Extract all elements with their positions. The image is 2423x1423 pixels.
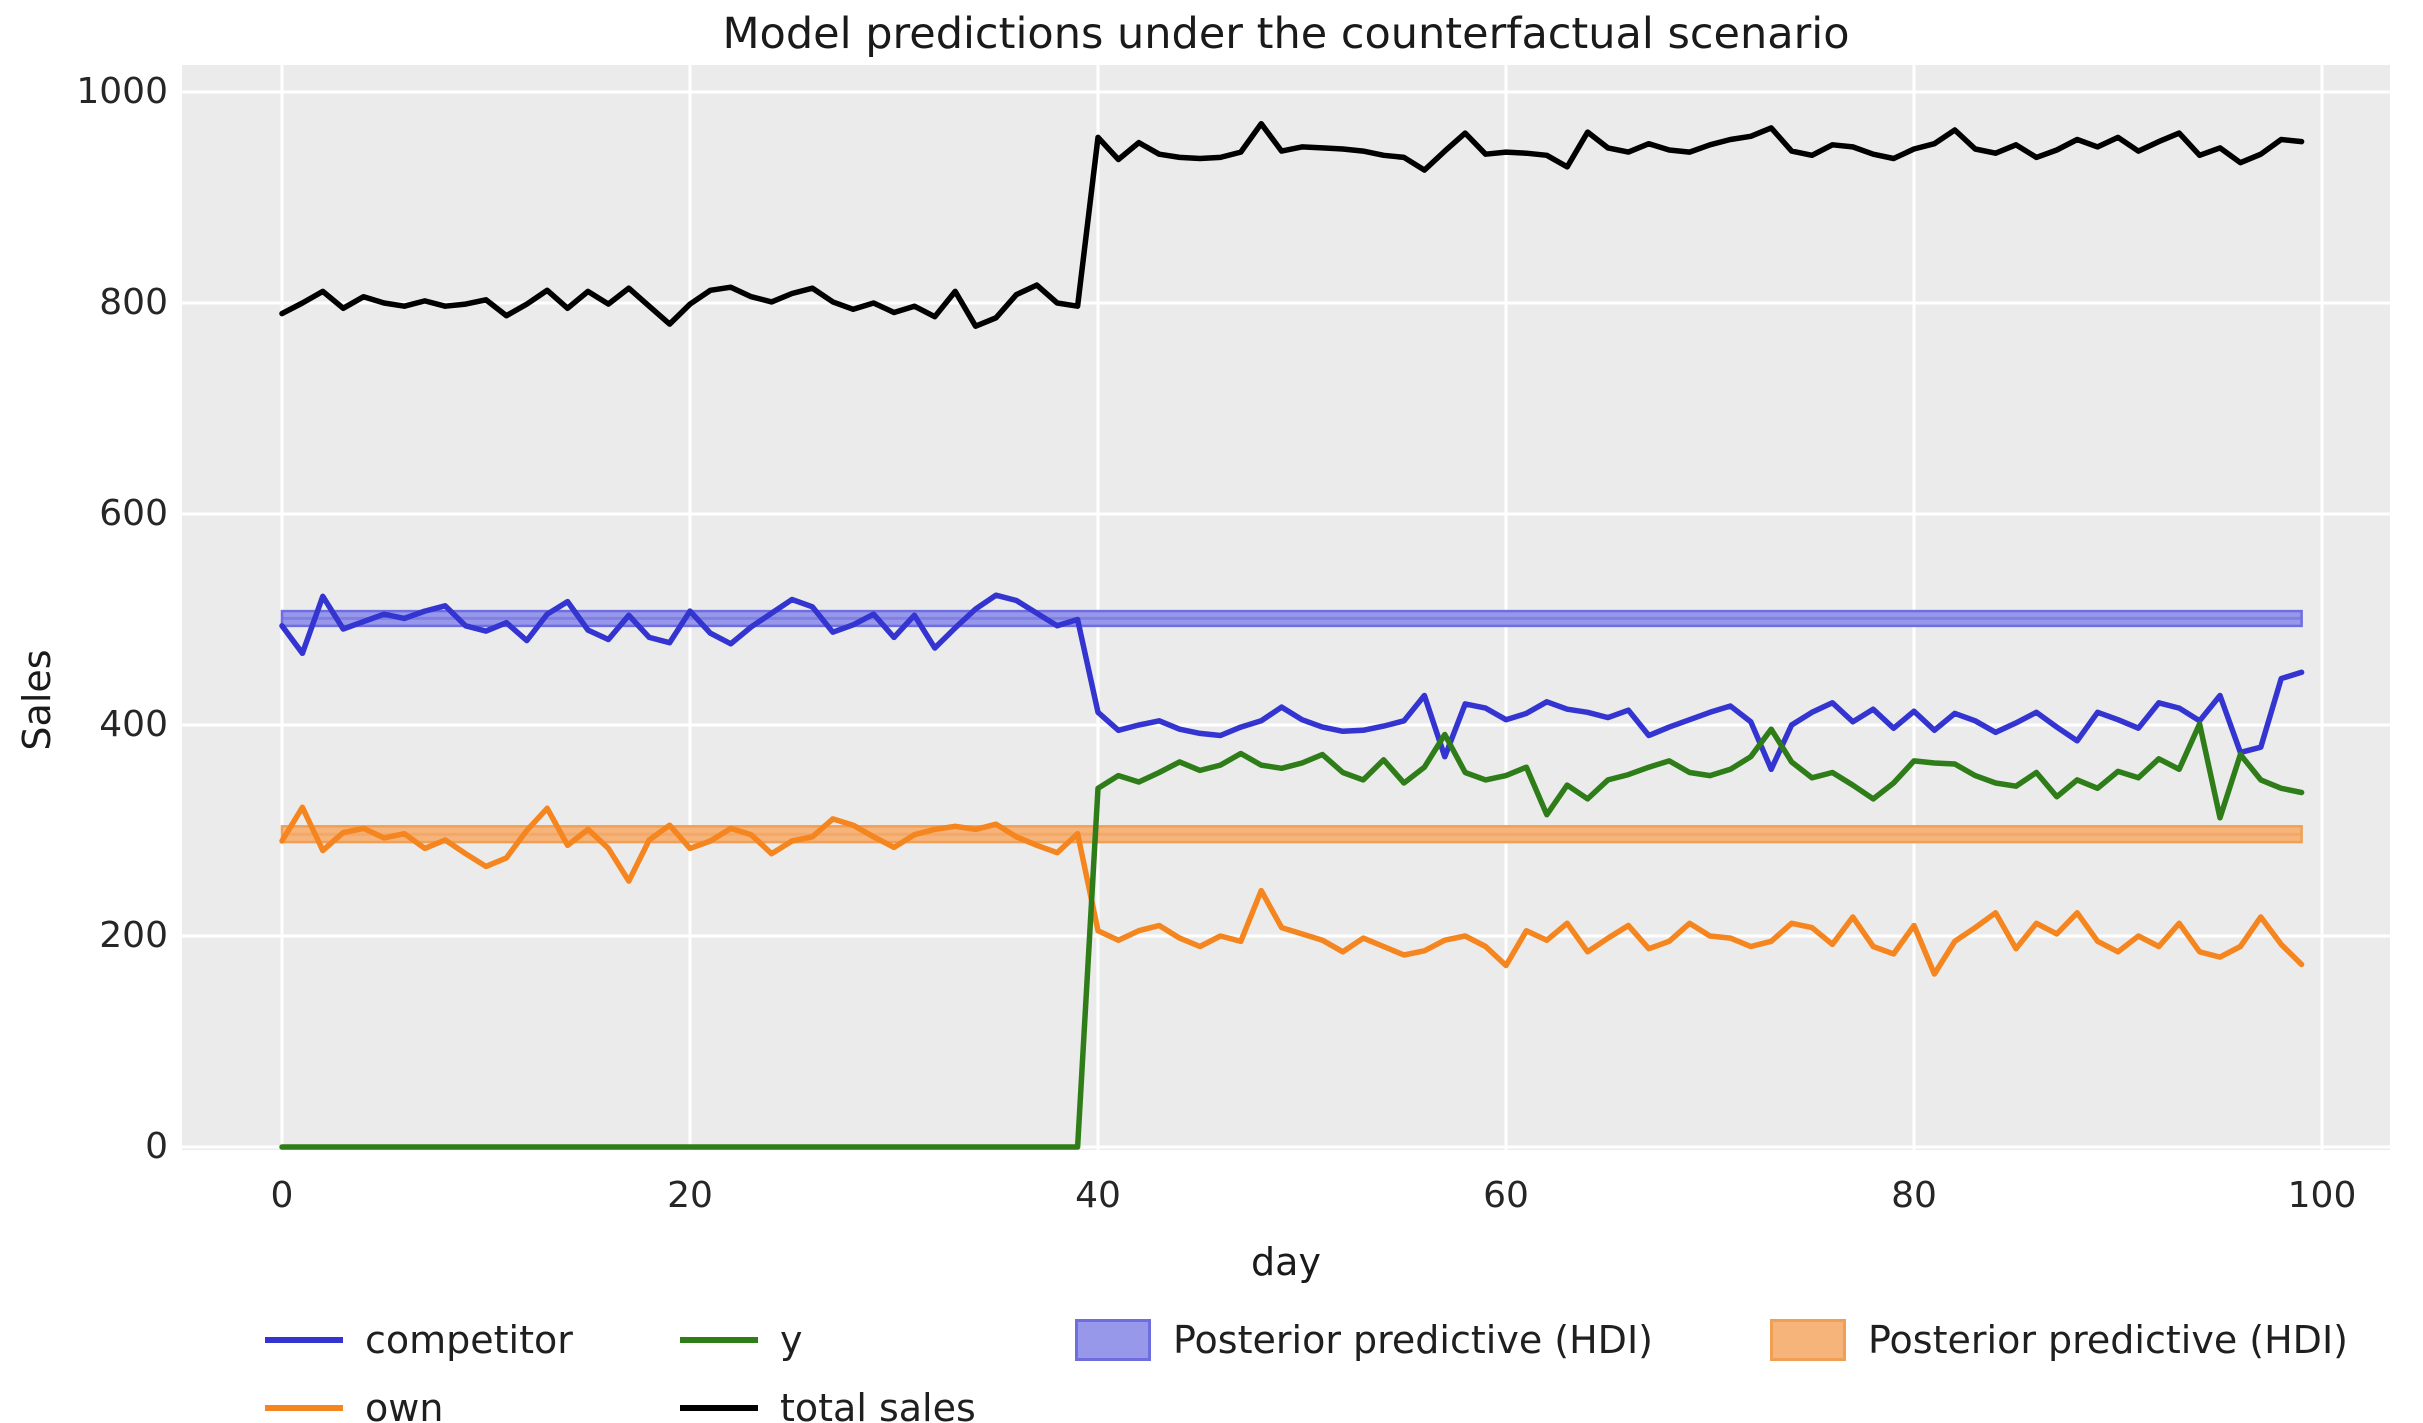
y-tick-label: 600: [99, 493, 168, 534]
plot-area: [182, 65, 2390, 1150]
legend-item: Posterior predictive (HDI): [1075, 1316, 1653, 1364]
legend-patch-swatch: [1075, 1319, 1151, 1361]
x-tick-label: 20: [667, 1175, 713, 1216]
legend-item: competitor: [265, 1316, 573, 1364]
series-line-own: [279, 804, 2305, 977]
legend-item: y: [680, 1316, 803, 1364]
legend-item: own: [265, 1384, 443, 1423]
legend-line-swatch: [680, 1337, 758, 1343]
legend-line-swatch: [680, 1405, 758, 1411]
legend-patch-swatch: [1770, 1319, 1846, 1361]
series-line-competitor: [279, 592, 2305, 773]
legend-label: own: [365, 1386, 444, 1423]
legend-label: Posterior predictive (HDI): [1173, 1318, 1653, 1362]
y-tick-label: 400: [99, 704, 168, 745]
legend-label: Posterior predictive (HDI): [1868, 1318, 2348, 1362]
series-line-y: [279, 721, 2305, 1150]
y-tick-label: 0: [145, 1126, 168, 1167]
y-tick-label: 800: [99, 282, 168, 323]
legend-line-swatch: [265, 1337, 343, 1343]
y-tick-label: 200: [99, 915, 168, 956]
legend-label: y: [780, 1318, 803, 1362]
legend-item: total sales: [680, 1384, 976, 1423]
x-tick-label: 80: [1891, 1175, 1937, 1216]
x-tick-label: 0: [270, 1175, 294, 1216]
plot-canvas: [182, 65, 2390, 1150]
series-line-total-sales: [279, 120, 2305, 329]
x-tick-label: 60: [1483, 1175, 1529, 1216]
x-tick-label: 40: [1075, 1175, 1121, 1216]
legend-label: total sales: [780, 1386, 976, 1423]
legend-item: Posterior predictive (HDI): [1770, 1316, 2348, 1364]
legend-line-swatch: [265, 1405, 343, 1411]
legend-label: competitor: [365, 1318, 573, 1362]
x-axis-label: day: [1251, 1240, 1321, 1284]
chart-title: Model predictions under the counterfactu…: [722, 9, 1850, 59]
x-tick-label: 100: [2287, 1175, 2357, 1216]
y-tick-label: 1000: [76, 71, 168, 112]
